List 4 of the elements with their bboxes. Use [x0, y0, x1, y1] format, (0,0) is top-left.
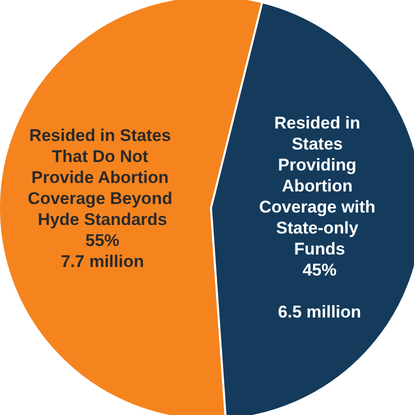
slice-label: Resided in States Providing Abortion Coverage with State-only Funds: [259, 114, 380, 258]
slice-label: Resided in States That Do Not Provide Abortion Coverage Beyond Hyde Standards: [28, 126, 178, 229]
data-label: 55% 7.7 million: [60, 231, 144, 271]
text: 45% 6.5 million: [278, 260, 362, 322]
